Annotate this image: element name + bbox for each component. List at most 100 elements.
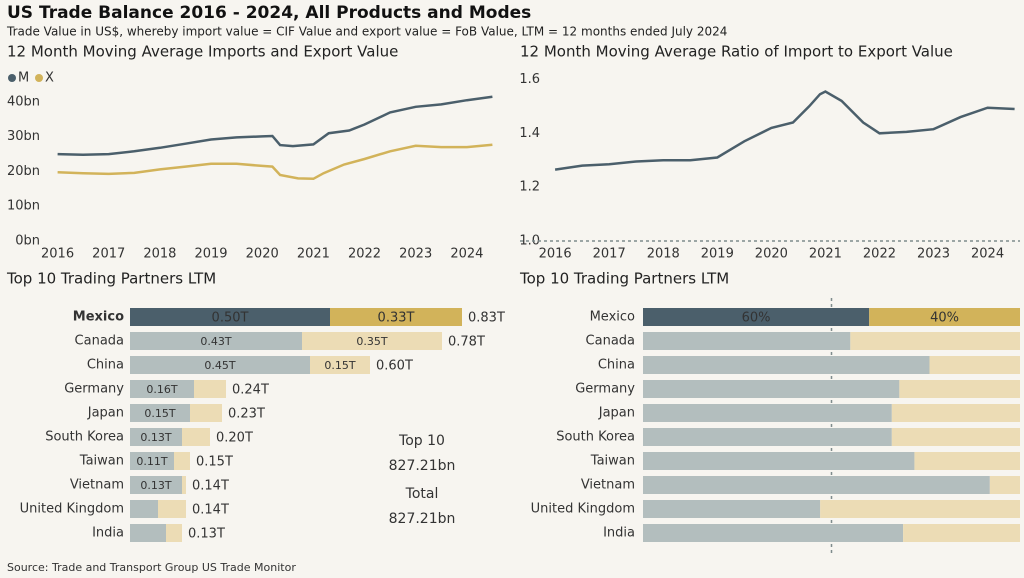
bar-segment: [643, 404, 892, 422]
y-tick-label: 10bn: [7, 199, 40, 214]
category-label: Taiwan: [590, 454, 635, 469]
bar-segment: [903, 524, 1020, 542]
bar-segment: [891, 428, 1020, 446]
bar-segment: [130, 428, 182, 446]
summary-value: 827.21bn: [389, 458, 456, 474]
bar-segment: [989, 476, 1020, 494]
bar-segment: [643, 380, 900, 398]
bar-total-label: 0.23T: [228, 407, 265, 422]
bar-value-label: 0.43T: [200, 335, 231, 348]
bar-segment: [194, 380, 226, 398]
category-label: Canada: [75, 334, 124, 349]
chart-title: Top 10 Trading Partners LTM: [6, 270, 216, 288]
x-tick-label: 2019: [701, 247, 734, 262]
x-tick-label: 2022: [863, 247, 896, 262]
bar-value-label: 0.45T: [204, 359, 235, 372]
category-label: India: [92, 526, 124, 541]
category-label: Germany: [575, 382, 635, 397]
bar-segment: [643, 428, 892, 446]
bar-total-label: 0.14T: [192, 503, 229, 518]
legend-label: M: [18, 71, 29, 86]
y-tick-label: 1.6: [519, 72, 540, 87]
category-label: United Kingdom: [20, 502, 124, 517]
x-tick-label: 2016: [41, 247, 74, 262]
bar-value-label: 0.11T: [136, 455, 167, 468]
bar-value-label: 0.33T: [378, 311, 415, 326]
page-subtitle: Trade Value in US$, whereby import value…: [6, 25, 727, 39]
y-tick-label: 40bn: [7, 94, 40, 109]
x-tick-label: 2022: [348, 247, 381, 262]
bar-value-label: 0.13T: [140, 431, 171, 444]
x-tick-label: 2018: [647, 247, 680, 262]
x-tick-label: 2017: [92, 247, 125, 262]
bar-segment: [899, 380, 1020, 398]
x-tick-label: 2019: [194, 247, 227, 262]
bar-segment: [850, 332, 1020, 350]
bar-total-label: 0.13T: [188, 527, 225, 542]
x-tick-label: 2023: [399, 247, 432, 262]
x-tick-label: 2023: [917, 247, 950, 262]
category-label: Mexico: [590, 310, 635, 325]
category-label: South Korea: [45, 430, 124, 445]
bar-segment: [643, 308, 870, 326]
x-tick-label: 2018: [143, 247, 176, 262]
category-label: South Korea: [556, 430, 635, 445]
bar-segment: [130, 500, 158, 518]
legend-swatch: [8, 74, 16, 82]
chart-title: 12 Month Moving Average Ratio of Import …: [520, 43, 953, 61]
x-tick-label: 2024: [971, 247, 1004, 262]
x-tick-label: 2024: [450, 247, 483, 262]
summary-value: 827.21bn: [389, 511, 456, 527]
x-tick-label: 2021: [809, 247, 842, 262]
source: Source: Trade and Transport Group US Tra…: [7, 561, 296, 574]
summary-label: Total: [405, 486, 439, 502]
bar-segment: [130, 476, 182, 494]
bar-value-label: 40%: [930, 311, 959, 326]
legend-label: X: [45, 71, 54, 86]
bar-segment: [820, 500, 1020, 518]
bar-segment: [130, 452, 174, 470]
category-label: United Kingdom: [531, 502, 635, 517]
bar-segment: [182, 476, 186, 494]
bar-total-label: 0.14T: [192, 479, 229, 494]
chart-title: Top 10 Trading Partners LTM: [519, 270, 729, 288]
bar-segment: [643, 524, 904, 542]
category-label: India: [603, 526, 635, 541]
bar-segment: [130, 524, 166, 542]
y-tick-label: 1.0: [519, 234, 540, 249]
bar-value-label: 60%: [742, 311, 771, 326]
category-label: Mexico: [73, 310, 124, 325]
category-label: Japan: [598, 406, 635, 421]
bar-segment: [330, 308, 462, 326]
line-series: [554, 90, 1015, 171]
y-tick-label: 20bn: [7, 164, 40, 179]
bar-segment: [869, 308, 1020, 326]
bar-segment: [891, 404, 1020, 422]
bar-value-label: 0.16T: [146, 383, 177, 396]
summary-label: Top 10: [398, 433, 445, 449]
bar-segment: [158, 500, 186, 518]
category-label: Taiwan: [79, 454, 124, 469]
bar-segment: [643, 356, 930, 374]
bar-segment: [130, 380, 194, 398]
category-label: China: [598, 358, 635, 373]
bar-total-label: 0.78T: [448, 335, 485, 350]
y-tick-label: 0bn: [15, 234, 40, 249]
category-label: Germany: [64, 382, 124, 397]
line-series: [57, 95, 493, 157]
bar-segment: [643, 500, 821, 518]
category-label: China: [87, 358, 124, 373]
bar-segment: [929, 356, 1020, 374]
bar-value-label: 0.35T: [356, 335, 387, 348]
bar-total-label: 0.60T: [376, 359, 413, 374]
bar-segment: [130, 332, 302, 350]
chart-title: 12 Month Moving Average Imports and Expo…: [7, 43, 398, 61]
category-label: Vietnam: [581, 478, 635, 493]
x-tick-label: 2020: [755, 247, 788, 262]
bar-segment: [302, 332, 442, 350]
bar-value-label: 0.15T: [144, 407, 175, 420]
line-series: [57, 143, 493, 181]
x-tick-label: 2017: [593, 247, 626, 262]
bar-segment: [166, 524, 182, 542]
